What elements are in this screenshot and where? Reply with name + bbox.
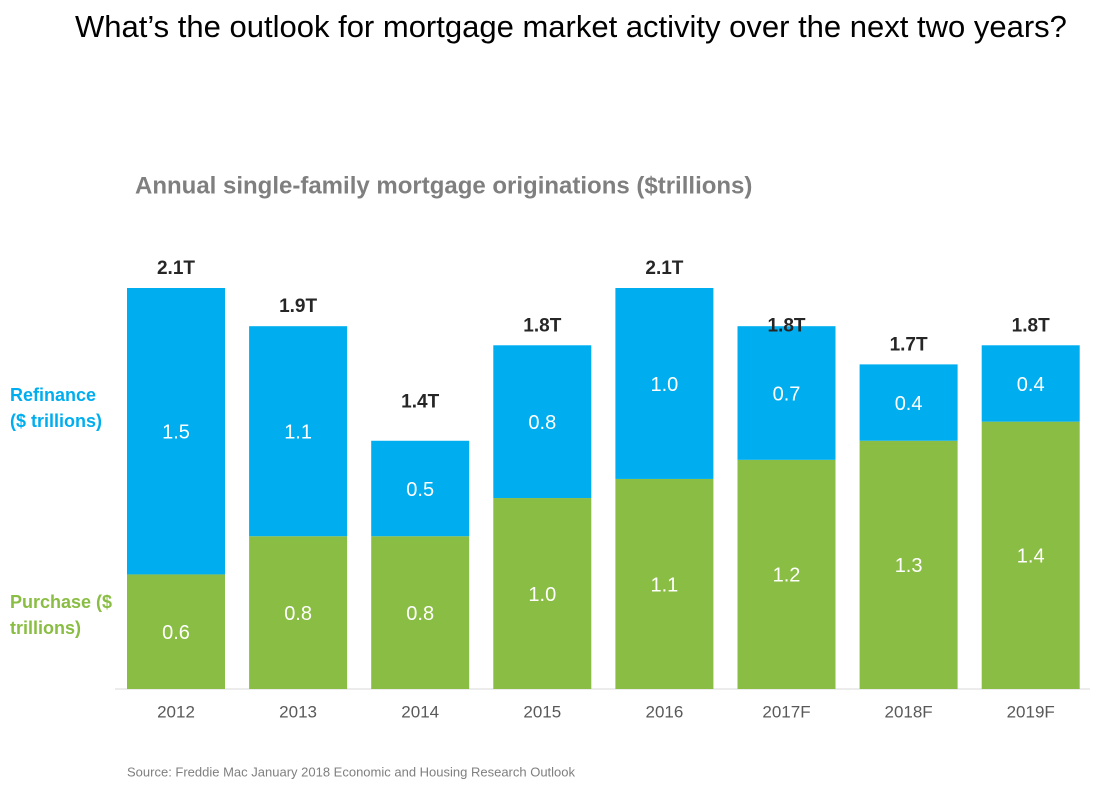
value-label: 0.8 — [528, 412, 556, 434]
total-label: 1.8T — [523, 315, 561, 336]
bar-segment — [371, 536, 470, 689]
value-label: 1.4 — [1017, 546, 1045, 568]
value-label: 1.5 — [162, 421, 190, 443]
total-label: 2.1T — [157, 258, 195, 279]
bar-segment — [249, 326, 348, 537]
source-note: Source: Freddie Mac January 2018 Economi… — [127, 764, 576, 779]
bar-segment — [249, 536, 348, 689]
bar-segment — [859, 364, 958, 441]
total-label: 1.7T — [890, 334, 928, 355]
legend-entry: Refinance ($ trillions) — [10, 385, 103, 431]
value-label: 0.4 — [1017, 374, 1045, 396]
chart-title: Annual single-family mortgage originatio… — [135, 172, 752, 199]
legend-entry: Purchase ($ trillions) — [10, 592, 113, 638]
value-label: 0.5 — [406, 479, 434, 501]
bar-segment — [615, 478, 714, 689]
value-label: 1.1 — [650, 574, 678, 596]
value-label: 0.4 — [895, 393, 923, 415]
total-label: 1.9T — [279, 296, 317, 317]
bar-segment — [493, 498, 592, 689]
x-tick-label: 2016 — [645, 702, 683, 721]
x-tick-label: 2015 — [523, 702, 561, 721]
bar-segment — [737, 326, 836, 460]
x-tick-label: 2018F — [884, 702, 932, 721]
bar-segment — [127, 574, 225, 689]
bar-segment — [737, 459, 836, 689]
bar-segment — [615, 288, 714, 479]
bar-segment — [127, 288, 225, 575]
value-label: 1.1 — [284, 421, 312, 443]
total-label: 1.8T — [1012, 315, 1050, 336]
x-tick-label: 2013 — [279, 702, 317, 721]
x-tick-label: 2012 — [157, 702, 195, 721]
value-label: 0.6 — [162, 622, 190, 644]
value-label: 0.7 — [773, 383, 801, 405]
value-label: 1.3 — [895, 555, 923, 577]
page-heading: What’s the outlook for mortgage market a… — [75, 9, 1067, 44]
bar-segment — [981, 345, 1080, 422]
value-label: 1.0 — [650, 374, 678, 396]
total-label: 2.1T — [645, 258, 683, 279]
x-tick-label: 2017F — [762, 702, 810, 721]
value-label: 1.2 — [773, 565, 801, 587]
value-label: 0.8 — [284, 603, 312, 625]
value-label: 1.0 — [528, 584, 556, 606]
x-tick-label: 2019F — [1007, 702, 1055, 721]
bar-segment — [859, 440, 958, 689]
x-tick-label: 2014 — [401, 702, 439, 721]
bar-segment — [981, 421, 1080, 689]
value-label: 0.8 — [406, 603, 434, 625]
total-label: 1.8T — [767, 315, 805, 336]
bar-segment — [493, 345, 592, 499]
total-label: 1.4T — [401, 392, 439, 413]
bar-segment — [371, 440, 470, 537]
